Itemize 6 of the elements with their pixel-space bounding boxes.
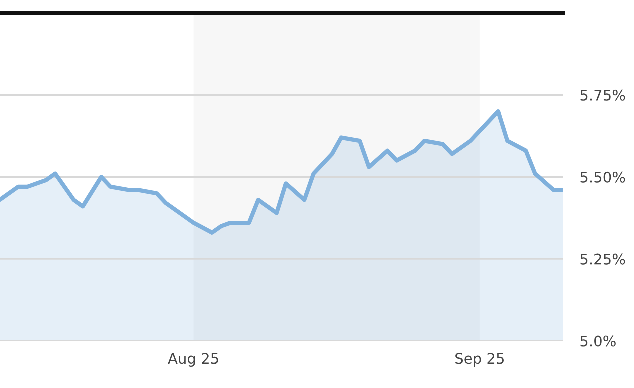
- x-tick-label: Aug 25: [168, 353, 218, 367]
- x-tick-label: Sep 25: [456, 353, 504, 367]
- y-tick-label: 5.75%: [580, 90, 626, 101]
- y-tick-label: 5.25%: [580, 254, 626, 265]
- y-tick-label: 5.0%: [580, 336, 616, 347]
- y-tick-label: 5.50%: [580, 172, 626, 183]
